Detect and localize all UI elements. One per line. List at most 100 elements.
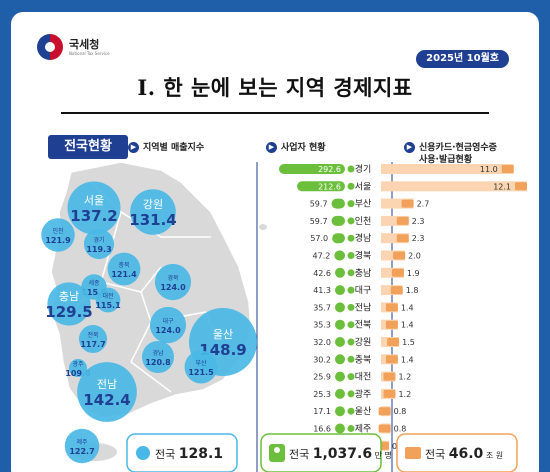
- business-bar: [335, 285, 345, 296]
- region-value-label: 129.5: [45, 303, 92, 321]
- region-bubble: [184, 350, 218, 384]
- total-text: 전국 46.0 조 원: [425, 446, 503, 462]
- card-bar: [381, 181, 527, 192]
- card-bar: [381, 215, 409, 226]
- total-unit: 만 명: [372, 450, 392, 460]
- business-section-label: 사업자 현황: [281, 143, 326, 153]
- total-label: 전국: [155, 448, 179, 461]
- region-name-label: 광주: [72, 361, 84, 368]
- card-value-label: 1.2: [398, 390, 411, 399]
- region-bubble: [41, 218, 75, 252]
- region-value-label: 122.7: [69, 447, 94, 456]
- nts-logo: 국세청 National Tax Service: [37, 34, 110, 60]
- card-bar: [381, 233, 409, 244]
- issue-badge: 2025년 10월호: [416, 50, 509, 68]
- logo-ko: 국세청: [69, 37, 100, 51]
- chevron-right-icon: ▶: [404, 142, 415, 153]
- total-box: [126, 433, 238, 472]
- region-value-label: 117.7: [80, 340, 105, 349]
- card-value-label: 1.4: [401, 355, 414, 364]
- business-bar-dot: [347, 321, 355, 329]
- region-row-label: 충남: [355, 268, 372, 279]
- region-row-label: 전남: [355, 302, 372, 313]
- total-text: 전국 1,037.6 만 명: [289, 446, 392, 462]
- page-title: I. 한 눈에 보는 지역 경제지표: [137, 75, 413, 100]
- region-row-label: 경기: [355, 163, 372, 175]
- card-value-label: 2.3: [412, 234, 425, 243]
- card-icon: [378, 424, 391, 433]
- card-value-label: 0.8: [394, 425, 407, 434]
- business-bar: [335, 371, 345, 382]
- region-row-label: 인천: [355, 216, 372, 227]
- card-icon: [396, 216, 409, 225]
- region-name-label: 강원: [143, 198, 163, 211]
- business-bar-dot: [347, 165, 355, 173]
- card-icon: [515, 182, 527, 191]
- region-name-label: 부산: [195, 359, 207, 367]
- region-name-label: 전남: [97, 378, 117, 391]
- region-bubble: [154, 263, 192, 301]
- total-label: 전국: [425, 448, 449, 461]
- business-bar: [335, 319, 345, 330]
- card-value-label: 11.0: [480, 165, 498, 174]
- business-value-label: 212.6: [318, 182, 341, 191]
- region-bubble: [141, 340, 175, 374]
- business-bar-dot: [347, 407, 355, 415]
- person-icon-head: [274, 447, 280, 453]
- total-unit: 조 원: [483, 451, 503, 460]
- business-bar-dot: [347, 234, 355, 242]
- region-row-label: 강원: [355, 337, 372, 348]
- total-text: 전국 128.1: [155, 446, 223, 462]
- region-bubble: [130, 189, 176, 235]
- region-row-label: 전북: [355, 320, 372, 331]
- card-value-label: 1.9: [407, 269, 420, 278]
- card-icon: [383, 372, 396, 381]
- region-row-label: 울산: [355, 406, 372, 417]
- region-value-label: 109.8: [65, 369, 91, 378]
- business-value-label: 17.1: [313, 407, 331, 416]
- business-value-label: 25.3: [313, 390, 331, 399]
- business-bar: [335, 406, 345, 417]
- nts-emblem-icon: [37, 34, 63, 60]
- business-bar-dot: [347, 200, 355, 208]
- business-bar-dot: [347, 303, 355, 311]
- card-icon: [387, 338, 400, 346]
- card-value-label: 0.8: [394, 407, 407, 416]
- region-value-label: 121.5: [188, 368, 214, 377]
- region-name-label: 서울: [84, 194, 104, 207]
- region-row-label: 서울: [355, 181, 372, 192]
- card-value-label: 2.3: [412, 217, 425, 226]
- card-bar: [381, 250, 406, 261]
- region-row-label: 경북: [355, 250, 372, 262]
- region-row-label: 광주: [355, 388, 372, 400]
- region-name-label: 충북: [118, 261, 130, 269]
- business-value-label: 30.2: [313, 355, 331, 364]
- card-bar: [381, 164, 514, 174]
- business-value-label: 35.7: [313, 303, 331, 312]
- region-name-label: 울산: [213, 328, 233, 341]
- business-value-label: 42.6: [313, 269, 331, 278]
- card-icon: [391, 268, 404, 277]
- business-bar: [332, 233, 345, 244]
- business-bar: [335, 423, 345, 434]
- region-bubble: [69, 359, 87, 377]
- region-name-label: 경북: [167, 275, 179, 282]
- logo-en: National Tax Service: [69, 50, 110, 56]
- card-icon: [385, 303, 398, 312]
- region-value-label: 124.0: [155, 326, 181, 335]
- card-value-label: 2.7: [417, 200, 430, 209]
- card-bar: [381, 198, 414, 209]
- region-name-label: 충남: [59, 290, 79, 303]
- region-row-label: 경남: [355, 232, 372, 244]
- card-icon: [378, 407, 391, 416]
- region-bubble: [47, 282, 91, 326]
- business-value-label: 47.2: [313, 252, 331, 261]
- card-icon: [501, 165, 514, 173]
- region-bubble: [77, 362, 137, 422]
- business-bar: [297, 181, 345, 192]
- card-section-heading: ▶ 신용카드·현금영수증: [404, 142, 497, 154]
- business-value-label: 59.7: [310, 200, 328, 209]
- region-value-label: 124.0: [160, 283, 186, 292]
- national-status-badge: 전국현황: [48, 135, 128, 159]
